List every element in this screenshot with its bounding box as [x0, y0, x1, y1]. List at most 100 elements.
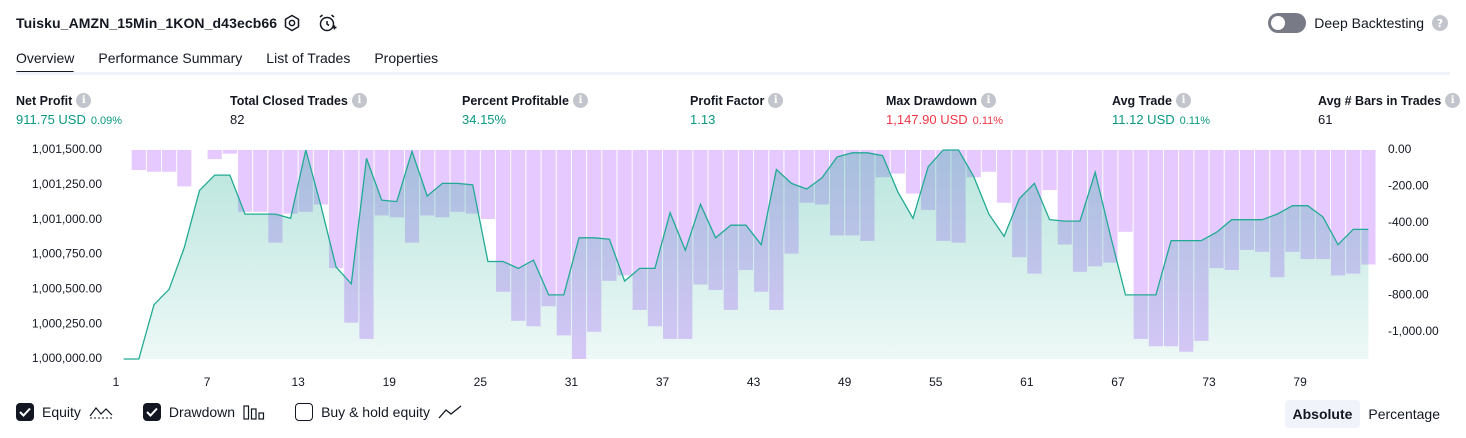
metric-label: Net Profit — [16, 93, 73, 108]
x-axis-tick-label: 61 — [1020, 375, 1034, 389]
drawdown-bar — [480, 150, 496, 220]
drawdown-bar — [207, 150, 222, 160]
metric-value: 61 — [1318, 112, 1333, 127]
equity-drawdown-chart[interactable]: 1,001,500.00 1,001,250.00 1,001,000.00 1,00… — [0, 135, 1466, 397]
left-axis-tick-label: 1,000,750.00 — [32, 247, 102, 261]
left-axis-tick-label: 1,001,000.00 — [32, 212, 102, 226]
x-axis-tick-label: 1 — [113, 375, 120, 389]
legend-label: Drawdown — [168, 404, 236, 420]
metric-percent: 0.11% — [972, 115, 1004, 127]
deep-backtesting-control: Deep Backtesting ? — [1268, 13, 1448, 33]
metric-value: 11.12 USD — [1112, 112, 1175, 127]
metric-percent-profitable: Percent Profitable i 34.15% — [462, 93, 588, 127]
checkbox-checked-icon[interactable] — [142, 403, 161, 421]
tab-overview[interactable]: Overview — [16, 44, 75, 74]
right-axis-tick-label: -400.00 — [1388, 215, 1429, 229]
equity-line — [123, 149, 1369, 360]
metric-label: Avg # Bars in Trades — [1318, 93, 1442, 108]
help-icon[interactable]: ? — [1432, 15, 1448, 31]
drawdown-bar — [237, 150, 253, 212]
drawdown-bar — [890, 150, 905, 174]
info-icon[interactable]: i — [76, 93, 92, 108]
metric-value: 911.75 USD — [16, 112, 86, 127]
right-axis-tick-label: -200.00 — [1388, 179, 1429, 193]
drawdown-bar — [905, 150, 921, 194]
right-axis-tick-label: 0.00 — [1388, 142, 1412, 156]
equity-area — [123, 150, 1369, 359]
x-axis-tick-label: 43 — [747, 375, 761, 389]
metric-percent: 0.09% — [90, 115, 123, 127]
info-icon[interactable]: i — [1175, 93, 1191, 108]
x-axis-tick-label: 79 — [1293, 375, 1307, 389]
left-axis-tick-label: 1,001,500.00 — [32, 142, 102, 156]
metric-label: Percent Profitable — [462, 93, 569, 108]
legend-buy-hold-equity[interactable]: Buy & hold equity — [295, 403, 462, 421]
metric-max-drawdown: Max Drawdown i 1,147.90 USD 0.11% — [886, 93, 1003, 127]
info-icon[interactable]: i — [1445, 93, 1461, 108]
x-axis-tick-label: 37 — [656, 375, 670, 389]
metric-label: Total Closed Trades — [230, 93, 348, 108]
left-axis-tick-label: 1,000,500.00 — [32, 282, 102, 296]
metric-avg-trade: Avg Trade i 11.12 USD 0.11% — [1112, 93, 1210, 127]
drawdown-bar — [162, 150, 177, 172]
x-axis-tick-label: 25 — [474, 375, 488, 389]
report-header: Tuisku_AMZN_15Min_1KON_d43ecb66 Deep Bac… — [0, 0, 1466, 44]
drawdown-bars-icon — [243, 404, 265, 420]
left-axis: 1,001,500.00 1,001,250.00 1,001,000.00 1,00… — [32, 142, 102, 365]
alarm-clock-plus-icon[interactable] — [316, 12, 338, 34]
gear-icon[interactable] — [281, 12, 303, 34]
drawdown-bar — [253, 150, 268, 212]
x-axis-tick-label: 19 — [383, 375, 397, 389]
drawdown-bar — [981, 150, 996, 172]
drawdown-bar — [1133, 150, 1148, 340]
drawdown-bar — [996, 150, 1012, 203]
metric-value: 82 — [230, 112, 245, 127]
metric-label: Max Drawdown — [886, 93, 977, 108]
checkbox-checked-icon[interactable] — [16, 403, 34, 421]
left-axis-tick-label: 1,000,000.00 — [32, 351, 102, 365]
metric-percent: 0.11% — [1179, 115, 1211, 127]
left-axis-tick-label: 1,000,250.00 — [32, 316, 102, 330]
info-icon[interactable]: i — [981, 93, 996, 108]
absolute-button[interactable]: Absolute — [1284, 400, 1361, 428]
metric-avg-bars-in-trades: Avg # Bars in Trades i 61 — [1318, 93, 1461, 127]
drawdown-bar — [329, 150, 344, 269]
info-icon[interactable]: i — [351, 93, 367, 108]
deep-backtesting-toggle[interactable] — [1268, 13, 1307, 33]
x-axis-tick-label: 73 — [1202, 375, 1216, 389]
display-mode-toggle: Absolute Percentage — [1284, 400, 1449, 428]
info-icon[interactable]: i — [572, 93, 588, 108]
right-axis-tick-label: -800.00 — [1388, 288, 1429, 302]
strategy-title: Tuisku_AMZN_15Min_1KON_d43ecb66 — [16, 15, 278, 31]
left-axis-tick-label: 1,001,250.00 — [32, 177, 102, 191]
drawdown-bar — [146, 150, 162, 172]
x-axis-tick-label: 7 — [204, 375, 211, 389]
x-axis-tick-label: 31 — [565, 375, 579, 389]
x-axis-tick-label: 55 — [929, 375, 943, 389]
tab-properties[interactable]: Properties — [374, 50, 439, 66]
deep-backtesting-label: Deep Backtesting — [1314, 15, 1424, 31]
toggle-knob — [1271, 16, 1286, 30]
drawdown-bar — [1042, 150, 1057, 190]
equity-line-icon — [89, 404, 113, 420]
x-axis-tick-label: 67 — [1111, 375, 1125, 389]
tab-list-of-trades[interactable]: List of Trades — [266, 50, 351, 66]
metric-value: 1,147.90 USD — [886, 112, 968, 127]
metric-label: Profit Factor — [690, 93, 765, 108]
drawdown-bar — [496, 150, 511, 292]
drawdown-bar — [177, 150, 192, 187]
legend-equity[interactable]: Equity — [16, 403, 113, 421]
checkbox-unchecked-icon[interactable] — [295, 403, 314, 421]
x-axis-tick-label: 49 — [838, 375, 852, 389]
drawdown-bar — [541, 150, 556, 307]
percentage-button[interactable]: Percentage — [1368, 406, 1440, 422]
right-axis: 0.00 -200.00 -400.00 -600.00 -800.00 -1,000.0… — [1388, 142, 1439, 338]
info-icon[interactable]: i — [768, 93, 784, 108]
tab-performance-summary[interactable]: Performance Summary — [98, 50, 243, 66]
legend-drawdown[interactable]: Drawdown — [142, 403, 265, 421]
right-axis-tick-label: -1,000.00 — [1388, 324, 1439, 338]
report-tabs: Overview Performance Summary List of Tra… — [16, 44, 438, 76]
metric-profit-factor: Profit Factor i 1.13 — [690, 93, 784, 127]
metric-value: 1.13 — [690, 112, 716, 127]
metric-net-profit: Net Profit i 911.75 USD 0.09% — [16, 93, 122, 127]
